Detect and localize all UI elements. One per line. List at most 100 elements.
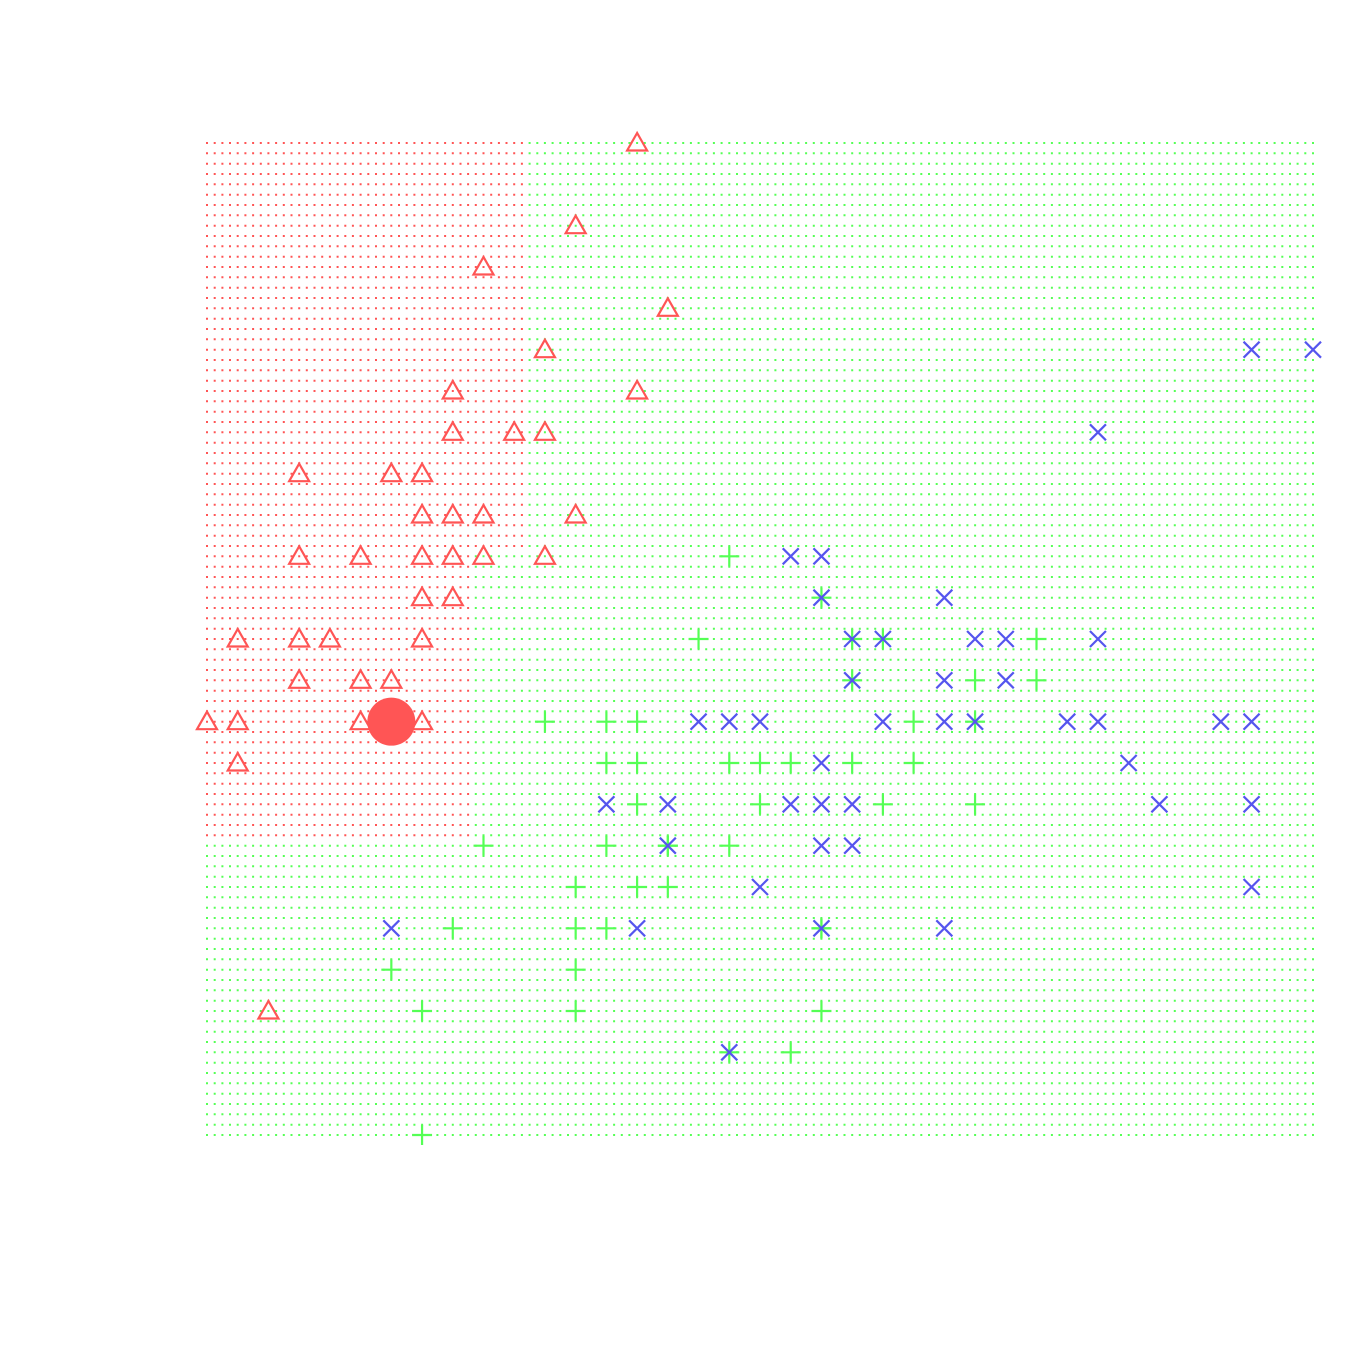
point-class1-12 (410, 461, 434, 483)
point-class2-25 (657, 877, 678, 897)
point-class3-6 (935, 588, 954, 607)
point-class3-7 (843, 630, 861, 648)
point-class2-27 (565, 918, 586, 939)
point-class1-30 (348, 668, 373, 689)
point-class1-27 (317, 626, 342, 648)
point-class1-0 (625, 130, 650, 152)
point-class3-16 (720, 712, 739, 731)
point-class3-39 (382, 919, 401, 938)
point-class3-17 (751, 712, 769, 731)
point-class2-39 (965, 670, 986, 691)
point-class1-32 (195, 709, 219, 731)
point-class2-1 (688, 629, 709, 649)
point-class1-16 (563, 502, 588, 524)
point-class1-26 (287, 626, 312, 648)
point-class1-9 (533, 420, 557, 441)
point-class1-14 (440, 502, 465, 524)
point-class2-26 (442, 918, 463, 939)
point-class3-1 (1304, 340, 1322, 359)
point-class2-13 (842, 753, 863, 773)
point-class1-25 (225, 626, 250, 648)
point-class3-27 (597, 795, 616, 814)
point-class3-31 (843, 795, 861, 814)
point-class1-21 (471, 544, 496, 565)
point-class3-36 (843, 836, 861, 855)
point-class3-4 (812, 547, 831, 566)
point-class1-36 (225, 750, 250, 772)
point-class1-13 (410, 502, 434, 524)
query-point-layer (367, 697, 416, 746)
point-class3-12 (843, 671, 861, 690)
point-class2-32 (412, 1001, 433, 1021)
point-class1-1 (563, 213, 588, 235)
point-class3-19 (935, 712, 954, 731)
point-class3-10 (997, 630, 1015, 648)
point-class3-3 (781, 547, 800, 566)
point-class3-40 (628, 919, 646, 938)
point-class1-20 (440, 544, 465, 565)
point-class2-6 (627, 711, 648, 732)
decision-region-grid (206, 142, 1314, 1136)
point-class3-35 (812, 836, 831, 855)
point-class2-28 (596, 918, 617, 939)
point-class1-3 (655, 296, 680, 317)
point-class2-11 (750, 753, 770, 773)
point-class3-5 (812, 588, 831, 607)
point-class2-14 (903, 753, 924, 773)
point-class3-38 (1242, 878, 1261, 896)
point-class3-14 (997, 671, 1015, 690)
point-class1-33 (225, 709, 250, 731)
point-class3-20 (966, 712, 984, 731)
point-class3-0 (1242, 340, 1261, 359)
point-class1-15 (471, 502, 496, 524)
point-class3-43 (720, 1043, 739, 1062)
point-class3-23 (1212, 712, 1230, 731)
point-class1-2 (471, 254, 496, 276)
point-class3-37 (751, 878, 769, 896)
point-class1-18 (348, 544, 373, 565)
point-class1-34 (348, 709, 373, 731)
point-class2-34 (811, 1001, 832, 1021)
point-class3-22 (1089, 712, 1107, 731)
point-class2-3 (1026, 629, 1047, 649)
point-class3-9 (966, 630, 984, 648)
point-class3-26 (1119, 754, 1138, 772)
point-class2-20 (596, 835, 617, 856)
point-class2-7 (903, 711, 924, 732)
point-class2-40 (1026, 670, 1047, 691)
point-class3-33 (1242, 795, 1261, 814)
point-class1-28 (410, 626, 434, 648)
point-class2-31 (565, 959, 586, 980)
query-point (367, 697, 416, 746)
point-class1-6 (625, 378, 650, 400)
point-class2-37 (412, 1125, 433, 1145)
point-class1-4 (533, 337, 557, 359)
point-class2-10 (719, 753, 740, 773)
point-class2-15 (627, 794, 648, 815)
point-class3-32 (1150, 795, 1169, 814)
point-class3-2 (1089, 423, 1107, 442)
point-class2-19 (473, 835, 494, 856)
point-class1-29 (287, 668, 312, 689)
point-class3-41 (812, 919, 831, 938)
point-class1-10 (287, 461, 312, 483)
point-class2-4 (534, 711, 555, 732)
point-class1-7 (440, 420, 465, 441)
point-class1-22 (533, 544, 557, 565)
point-class3-30 (812, 795, 831, 814)
point-class3-34 (659, 836, 677, 855)
point-class2-33 (565, 1001, 586, 1021)
point-class1-8 (502, 420, 527, 441)
point-class3-24 (1242, 712, 1261, 731)
point-class2-16 (750, 794, 770, 815)
point-class1-5 (440, 378, 465, 400)
region-dots-class1 (206, 142, 523, 837)
point-class1-35 (410, 709, 434, 731)
point-class2-17 (872, 794, 893, 815)
point-class1-17 (287, 544, 312, 565)
point-class3-28 (659, 795, 677, 814)
point-class2-8 (596, 753, 617, 773)
point-class1-11 (379, 461, 404, 483)
point-class2-9 (627, 753, 648, 773)
